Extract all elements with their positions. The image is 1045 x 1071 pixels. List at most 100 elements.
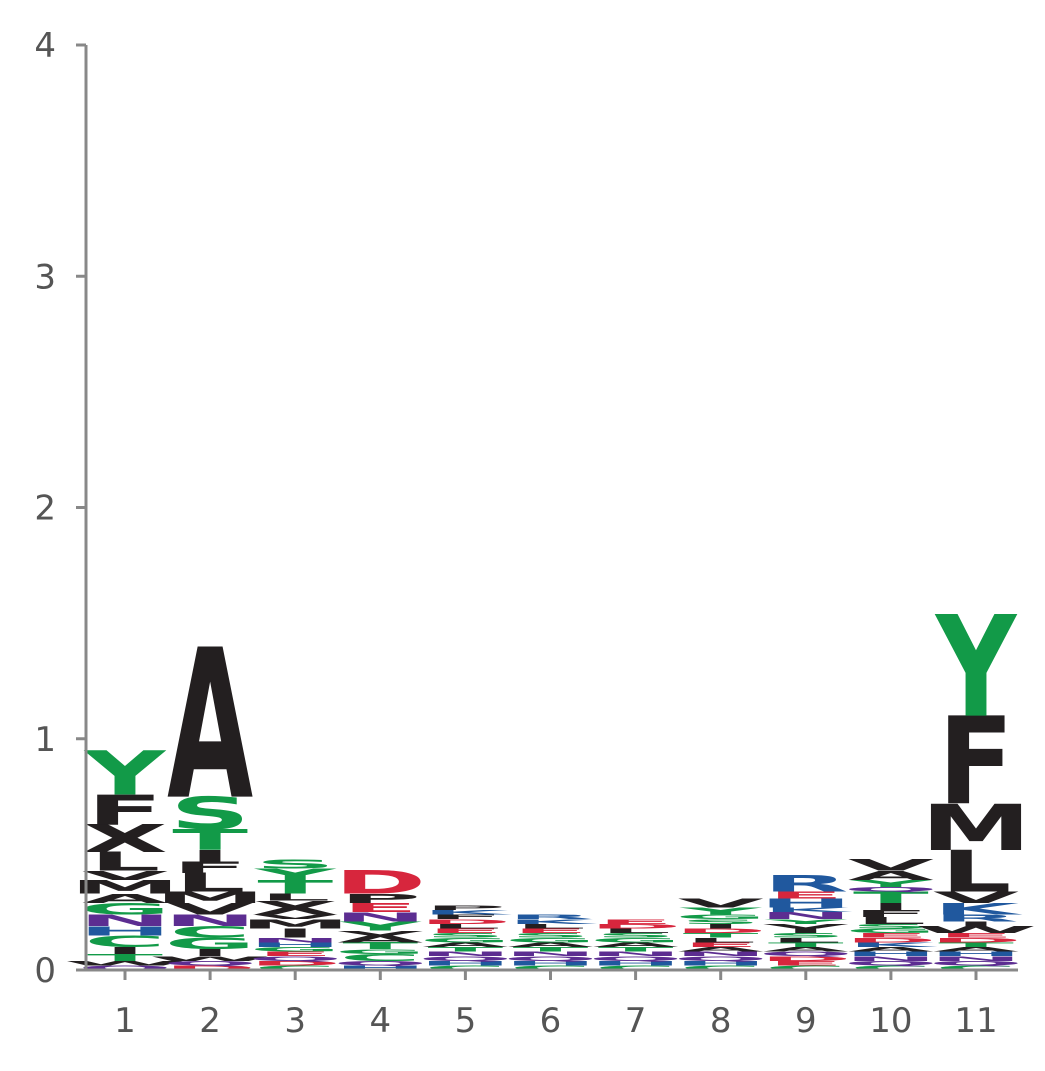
logo-letter-T: T — [513, 946, 589, 953]
logo-letter-Q: Q — [78, 964, 172, 971]
logo-letter-H: H — [759, 896, 852, 911]
x-tick-label: 6 — [540, 1001, 562, 1041]
logo-letter-K: K — [933, 900, 1023, 919]
logo-letter-N: N — [164, 911, 257, 930]
logo-letter-C: C — [340, 952, 422, 963]
logo-letter-M: M — [921, 792, 1032, 866]
logo-letter-I: I — [785, 927, 826, 934]
logo-letter-Y: Y — [84, 739, 167, 809]
logo-letter-T: T — [598, 946, 674, 953]
y-tick-label: 4 — [34, 26, 56, 66]
logo-letter-S: S — [851, 922, 931, 929]
logo-letter-E: E — [257, 950, 333, 957]
logo-letter-E: E — [768, 959, 844, 966]
logo-letter-G: G — [79, 900, 170, 919]
logo-letter-V: V — [763, 922, 849, 929]
logo-letter-E: E — [342, 900, 418, 915]
logo-letter-C: C — [169, 923, 251, 942]
logo-letter-C: C — [595, 964, 677, 971]
logo-letter-Q: Q — [844, 959, 938, 966]
logo-letter-I: I — [104, 945, 145, 956]
logo-letter-N: N — [79, 911, 172, 930]
logo-letter-T: T — [172, 824, 248, 857]
logo-letter-D: D — [845, 936, 937, 943]
logo-letter-V: V — [167, 900, 254, 919]
logo-letter-L: L — [941, 838, 1012, 905]
logo-letter-R: R — [933, 913, 1019, 924]
logo-letter-P: P — [425, 904, 506, 911]
logo-letter-H: H — [674, 959, 767, 966]
logo-letter-L: L — [175, 868, 246, 898]
logo-letter-V: V — [82, 868, 168, 883]
logo-letter-W: W — [64, 959, 187, 966]
x-tick-label: 3 — [284, 1001, 306, 1041]
logo-letter-F: F — [938, 692, 1014, 832]
y-tick-label: 2 — [34, 489, 56, 529]
logo-letter-H: H — [844, 950, 937, 957]
logo-letter-K: K — [763, 906, 853, 913]
x-tick-label: 5 — [455, 1001, 477, 1041]
logo-letter-Y: Y — [934, 586, 1018, 749]
logo-letter-E: E — [938, 932, 1014, 939]
logo-letter-L: L — [260, 892, 331, 903]
logo-letter-S: S — [766, 932, 846, 939]
logo-letter-D: D — [164, 964, 256, 971]
logo-letter-Y: Y — [679, 906, 762, 917]
logo-letter-A: A — [508, 941, 594, 948]
x-tick-label: 11 — [954, 1001, 997, 1041]
logo-letter-C: C — [680, 964, 762, 971]
logo-letter-R: R — [508, 913, 594, 920]
logo-letter-W: W — [915, 924, 1038, 935]
logo-letter-Q: Q — [759, 950, 853, 957]
logo-letter-A: A — [337, 933, 423, 944]
logo-letter-Y: Y — [849, 878, 932, 889]
logo-letter-C: C — [765, 964, 847, 971]
logo-letter-S: S — [596, 932, 676, 939]
logo-letter-G: G — [164, 934, 255, 953]
x-tick-label: 7 — [625, 1001, 647, 1041]
logo-letter-A: A — [763, 946, 849, 953]
logo-letter-N: N — [844, 955, 937, 962]
logo-letter-I: I — [275, 926, 316, 941]
y-tick-label: 3 — [34, 257, 56, 297]
logo-letter-N: N — [419, 950, 512, 957]
logo-letter-H: H — [589, 959, 682, 966]
logo-letter-T: T — [342, 940, 418, 951]
y-tick-label: 1 — [34, 720, 56, 760]
logo-letter-D: D — [589, 922, 681, 929]
logo-letter-A: A — [593, 941, 679, 948]
logo-letter-R: R — [763, 871, 849, 897]
logo-letter-V: V — [933, 888, 1020, 907]
logo-letter-H: H — [504, 959, 597, 966]
logo-letter-Y: Y — [254, 865, 338, 884]
logo-letter-C: C — [425, 964, 507, 971]
logo-letter-C: C — [850, 964, 932, 971]
logo-letter-V: V — [252, 913, 338, 920]
logo-letter-E: E — [768, 890, 844, 901]
logo-letter-V: V — [678, 896, 764, 911]
logo-letter-Q: Q — [248, 955, 342, 962]
logo-letter-A: A — [678, 946, 764, 953]
logo-letter-G: G — [590, 936, 681, 943]
x-tick-label: 10 — [869, 1001, 912, 1041]
logo-letter-G: G — [845, 927, 936, 934]
x-tick-label: 4 — [369, 1001, 391, 1041]
logo-letter-G: G — [505, 936, 596, 943]
logo-letter-F: F — [172, 858, 248, 877]
logo-letter-Y: Y — [339, 919, 423, 934]
logo-letter-A: A — [933, 946, 1019, 953]
logo-letter-K: K — [848, 941, 938, 948]
logo-letter-N: N — [504, 950, 597, 957]
logo-letter-C: C — [84, 932, 166, 951]
y-tick-label: 0 — [34, 951, 56, 991]
logo-letter-S: S — [681, 918, 761, 925]
logo-letter-N: N — [334, 910, 427, 925]
logo-letter-I: I — [189, 947, 230, 958]
logo-letter-Q: Q — [929, 959, 1023, 966]
logo-letter-G: G — [675, 913, 766, 920]
